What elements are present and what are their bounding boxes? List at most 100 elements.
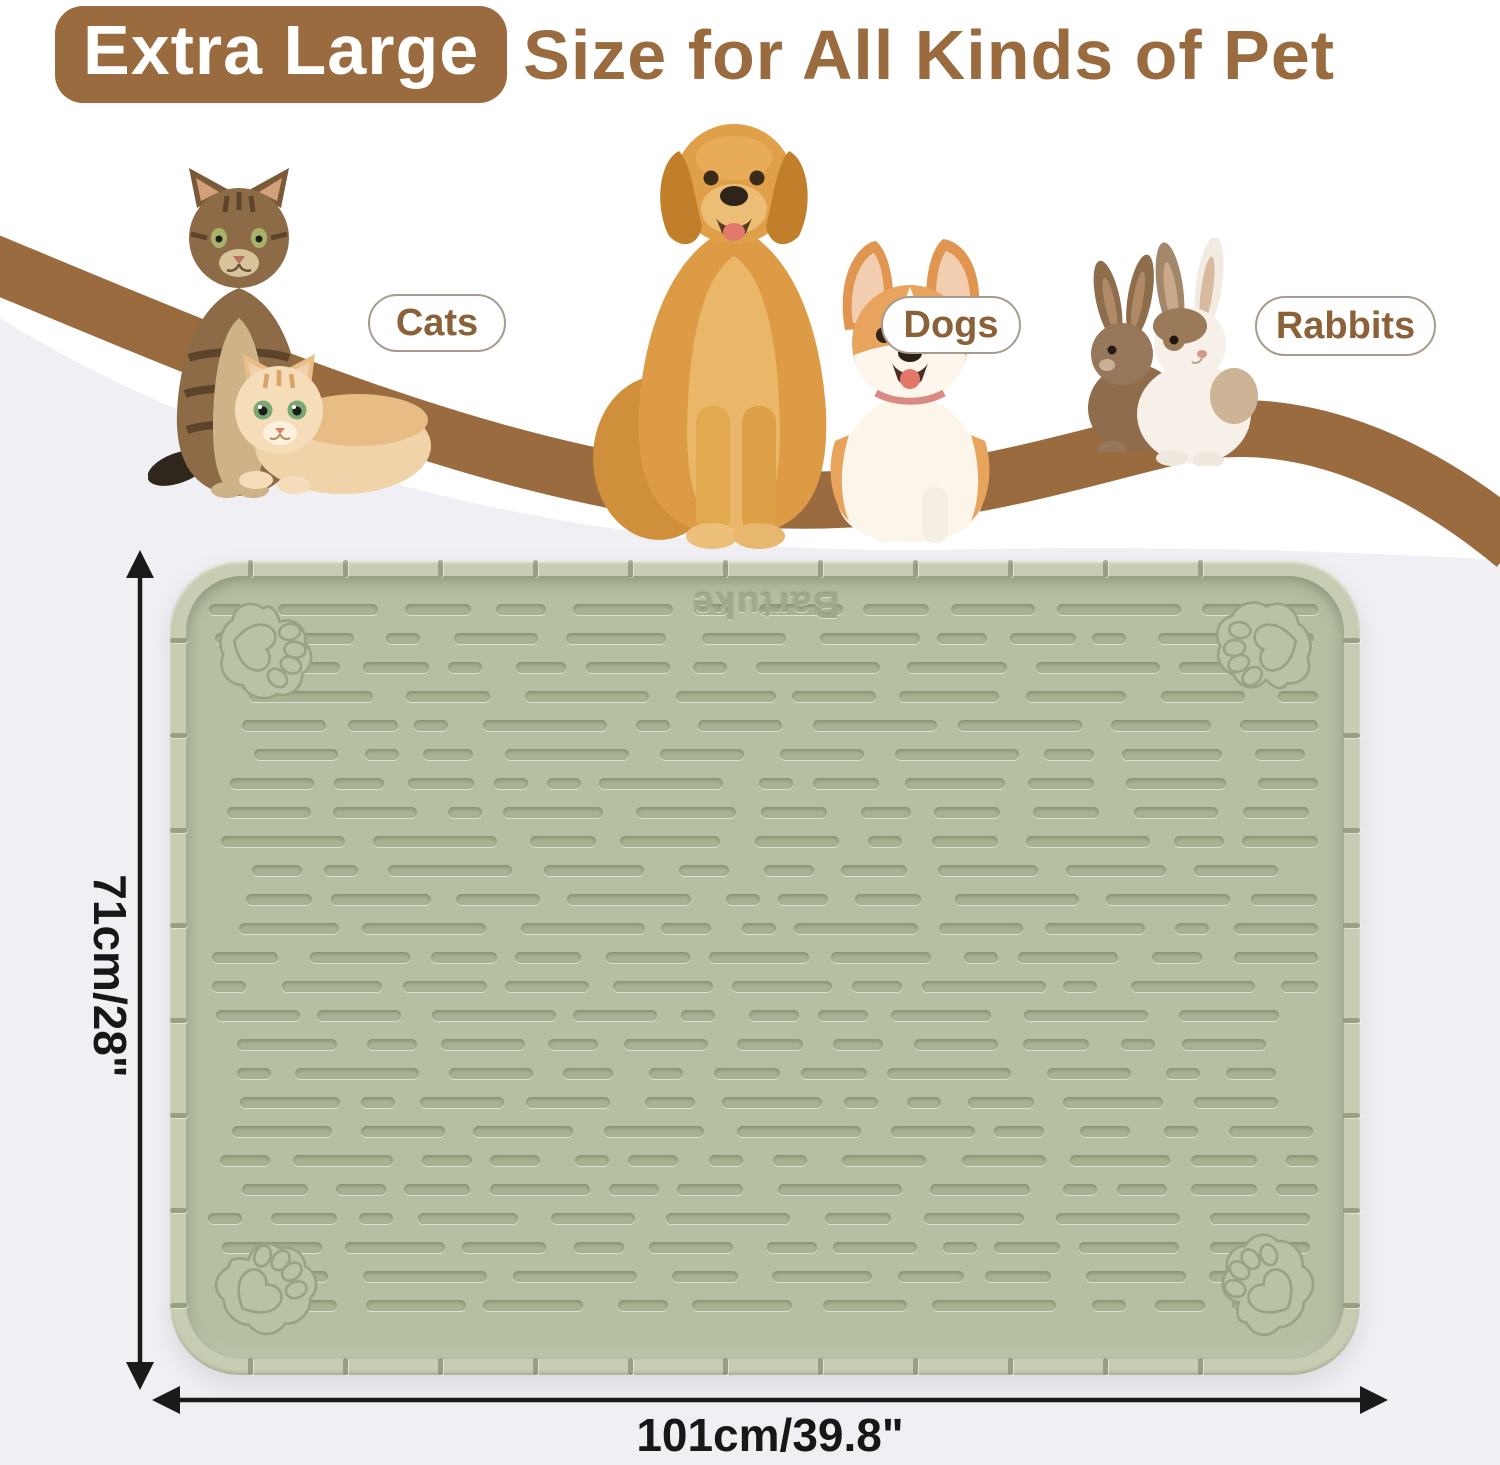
mat-dash	[645, 1097, 696, 1108]
mat-dash	[563, 1068, 614, 1079]
mat-dash	[483, 1300, 584, 1311]
mat-dash	[348, 720, 399, 731]
paw-print-icon	[1216, 601, 1312, 690]
mat-dash	[448, 807, 483, 818]
mat-dash	[237, 1039, 338, 1050]
mat-dash	[456, 894, 541, 905]
rim-notch	[913, 560, 918, 577]
mat-dash	[603, 1126, 704, 1137]
mat-dash	[253, 749, 338, 760]
mat-dash	[431, 1010, 556, 1021]
mat-dash	[958, 720, 1083, 731]
mat-dash	[617, 1300, 668, 1311]
mat-dash	[1163, 1126, 1198, 1137]
rim-notch	[1343, 923, 1360, 928]
mat-dash	[1178, 1010, 1279, 1021]
mat-dash	[1057, 604, 1182, 615]
mat-dash	[278, 604, 379, 615]
rim-notch	[1103, 560, 1108, 577]
mat-dash	[490, 1155, 541, 1166]
rim-notch	[170, 1018, 187, 1023]
mat-dash	[692, 662, 727, 673]
mat-dash	[1228, 1126, 1313, 1137]
rim-notch	[170, 733, 187, 738]
mat-dash	[1191, 1155, 1257, 1166]
mat-dash	[1255, 749, 1306, 760]
mat-dash	[404, 604, 471, 615]
mat-dash	[914, 1039, 999, 1050]
mat-dash	[854, 894, 921, 905]
mat-dash	[221, 836, 346, 847]
mat-dash	[405, 691, 490, 702]
mat-dash	[573, 1242, 624, 1253]
mat-dash	[964, 952, 999, 963]
mat-dash	[295, 1068, 420, 1079]
mat-dash	[566, 633, 667, 644]
mat-dash	[361, 923, 486, 934]
mat-dash	[403, 981, 488, 992]
mat-dash	[1079, 1242, 1180, 1253]
corgi-image	[830, 239, 990, 543]
mat-dash	[420, 1097, 505, 1108]
mat-dash	[252, 865, 303, 876]
mat-dash	[372, 836, 497, 847]
rim-notch	[343, 1358, 348, 1375]
mat-dash	[691, 1300, 792, 1311]
mat-dash	[1121, 749, 1222, 760]
mat-dash	[574, 1155, 609, 1166]
rim-notch	[1343, 828, 1360, 833]
mat-dash	[833, 1039, 884, 1050]
pet-feeding-mat: Bartuke	[170, 560, 1360, 1375]
mat-dash	[1194, 865, 1279, 876]
mat-dash	[860, 807, 911, 818]
mat-dash	[333, 778, 384, 789]
mat-dash	[1173, 836, 1224, 847]
rim-notch	[170, 828, 187, 833]
mat-dash	[671, 1271, 738, 1282]
mat-dash	[431, 952, 498, 963]
mat-dash	[248, 691, 373, 702]
rim-notch	[533, 560, 538, 577]
mat-dash	[701, 633, 786, 644]
mat-dash	[239, 923, 340, 934]
brand-embossed-text: Bartuke	[690, 585, 840, 626]
rabbits-label: Rabbits	[1275, 304, 1416, 347]
mat-dash	[1062, 1184, 1097, 1195]
mat-dash	[270, 633, 355, 644]
width-dimension-arrow	[152, 1386, 1388, 1414]
mat-dash	[1157, 633, 1224, 644]
rim-notch	[723, 1358, 728, 1375]
paw-print-icon	[219, 602, 313, 700]
mat-dash	[417, 1213, 518, 1224]
mat-dash	[967, 1097, 1034, 1108]
rim-notch	[170, 923, 187, 928]
mat-dash	[764, 865, 815, 876]
rim-notch	[1343, 733, 1360, 738]
mat-dash	[365, 749, 400, 760]
mat-dash	[613, 981, 714, 992]
mat-dash	[648, 1068, 683, 1079]
mat-dash	[708, 1155, 743, 1166]
dogs-label-pill: Dogs	[881, 296, 1021, 354]
mat-dash	[891, 1010, 992, 1021]
rim-notch	[1008, 1358, 1013, 1375]
mat-dash	[332, 807, 417, 818]
mat-dash	[868, 836, 903, 847]
width-dimension-label: 101cm/39.8"	[636, 1409, 904, 1461]
mat-dash	[547, 1039, 598, 1050]
mat-dash	[1241, 836, 1318, 847]
mat-dash	[1251, 894, 1318, 905]
mat-dash	[759, 604, 844, 615]
mat-dash	[1091, 1300, 1126, 1311]
rim-notch	[170, 638, 187, 643]
rim-notch	[438, 560, 443, 577]
mat-dash	[211, 952, 278, 963]
mat-dash	[709, 952, 810, 963]
mat-dash	[756, 662, 881, 673]
mat-dash	[1281, 981, 1318, 992]
mat-dash	[504, 981, 589, 992]
mat-dash	[229, 778, 314, 789]
cats-label-pill: Cats	[368, 294, 506, 352]
mat-dash	[387, 865, 512, 876]
mat-dash	[1022, 1039, 1089, 1050]
